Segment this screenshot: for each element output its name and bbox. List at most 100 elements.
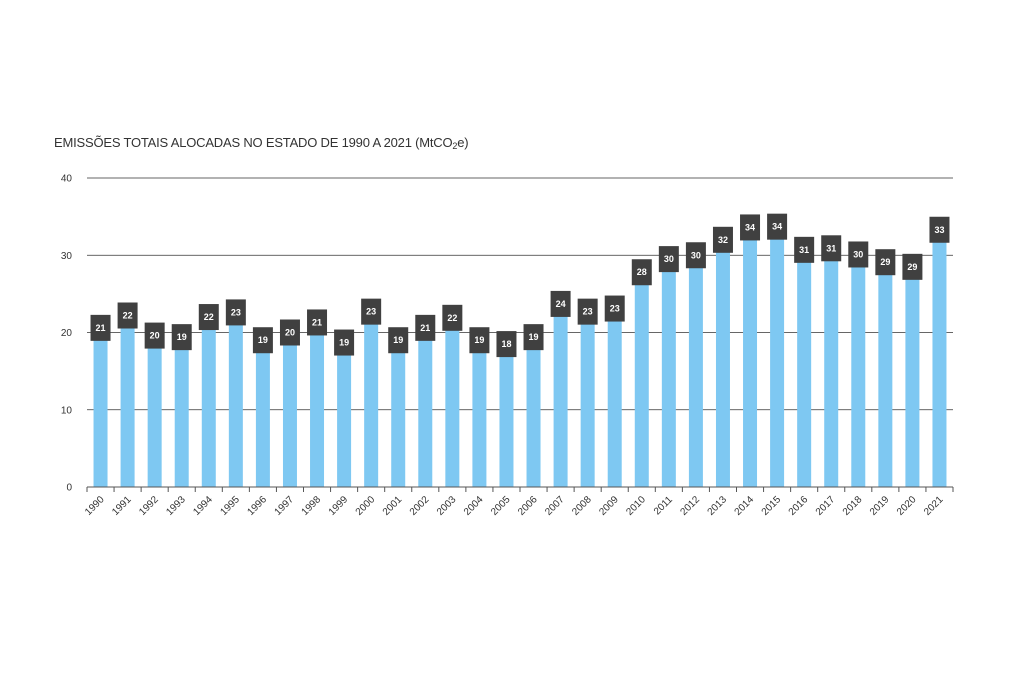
data-label-box: [685, 242, 706, 269]
data-label: 29: [907, 262, 917, 272]
x-tick-label: 2016: [787, 494, 811, 518]
x-tick-label: 2011: [652, 494, 675, 517]
data-label: 34: [772, 222, 782, 232]
data-label-box: [90, 314, 111, 341]
bar-2021: [932, 229, 947, 487]
x-tick-label: 2012: [679, 494, 703, 518]
data-label: 18: [501, 339, 511, 349]
data-label-box: [334, 329, 355, 356]
x-tick-label: 1998: [300, 494, 324, 518]
data-label: 33: [934, 225, 944, 235]
data-label-box: [712, 226, 733, 253]
data-label: 20: [150, 331, 160, 341]
data-label-box: [821, 235, 842, 262]
data-label: 19: [474, 335, 484, 345]
data-label-box: [469, 327, 490, 354]
data-label-box: [252, 327, 273, 354]
data-label-box: [767, 213, 788, 240]
data-label: 23: [610, 304, 620, 314]
data-label: 20: [285, 328, 295, 338]
y-tick-label: 30: [61, 251, 73, 262]
x-tick-label: 2001: [381, 494, 405, 518]
data-label-box: [550, 290, 571, 317]
bar-2014: [743, 227, 758, 487]
bar-2018: [851, 254, 866, 487]
data-label-box: [307, 309, 328, 336]
data-label: 19: [529, 332, 539, 342]
data-label: 19: [177, 332, 187, 342]
bar-2010: [634, 272, 649, 487]
data-label-box: [631, 259, 652, 286]
data-label-box: [198, 304, 219, 331]
data-label: 19: [339, 338, 349, 348]
data-label: 30: [853, 249, 863, 259]
x-tick-label: 2017: [814, 494, 838, 518]
data-label: 29: [880, 257, 890, 267]
data-label-box: [144, 322, 165, 349]
x-tick-label: 1999: [327, 494, 351, 518]
bar-2006: [526, 337, 541, 487]
data-label: 31: [826, 243, 836, 253]
bar-1994: [201, 317, 216, 487]
x-tick-label: 2019: [868, 494, 892, 518]
bar-2013: [715, 239, 730, 487]
data-label-box: [442, 304, 463, 331]
data-label-box: [415, 314, 436, 341]
x-tick-label: 2004: [462, 494, 486, 518]
y-tick-label: 20: [61, 328, 73, 339]
x-tick-label: 1994: [191, 494, 215, 518]
data-label-box: [496, 331, 517, 358]
data-label-box: [658, 246, 679, 273]
x-tick-label: 2005: [489, 494, 513, 518]
bar-2001: [391, 340, 406, 487]
data-label-box: [902, 253, 923, 280]
bar-1996: [255, 340, 270, 487]
bar-1995: [228, 312, 243, 487]
data-label: 34: [745, 222, 755, 232]
x-tick-label: 2020: [895, 494, 919, 518]
x-tick-label: 1993: [164, 494, 188, 518]
chart-title: EMISSÕES TOTAIS ALOCADAS NO ESTADO DE 19…: [54, 135, 469, 151]
data-label-box: [875, 249, 896, 276]
bar-2007: [553, 303, 568, 487]
bar-1999: [337, 342, 352, 487]
x-tick-label: 2013: [706, 494, 730, 518]
bars: [93, 226, 947, 488]
x-tick-label: 1995: [218, 494, 242, 518]
data-label-box: [740, 214, 761, 241]
data-label-box: [361, 298, 382, 325]
data-label: 23: [583, 307, 593, 317]
data-label-box: [848, 241, 869, 268]
x-tick-label: 2000: [354, 494, 378, 518]
bar-2000: [364, 311, 379, 487]
bar-1990: [93, 327, 108, 487]
bar-2012: [688, 255, 703, 487]
x-tick-label: 1996: [246, 494, 270, 518]
x-tick-label: 2003: [435, 494, 459, 518]
data-label-box: [604, 295, 625, 322]
x-tick-label: 2002: [408, 494, 432, 518]
data-label: 28: [637, 267, 647, 277]
bar-1997: [282, 332, 297, 487]
y-tick-label: 40: [61, 174, 73, 185]
data-label: 31: [799, 245, 809, 255]
grid-lines: [87, 177, 953, 411]
data-label-box: [117, 302, 138, 329]
bar-2011: [661, 259, 676, 487]
x-tick-label: 2010: [624, 494, 648, 518]
chart-title-subscript: 2: [452, 141, 458, 151]
data-label: 23: [231, 307, 241, 317]
data-label: 21: [420, 323, 430, 333]
data-labels: 21 22 20 19 22 23 19 20 21 19 23 19 21 22 19 18 19 24 23 23…: [90, 213, 950, 358]
y-axis-ticks: 0 10 20 30 40: [61, 174, 73, 494]
data-label: 22: [204, 312, 214, 322]
data-label: 21: [312, 317, 322, 327]
data-label: 23: [366, 307, 376, 317]
bar-2020: [905, 266, 920, 487]
x-tick-label: 2008: [570, 494, 594, 518]
data-label: 24: [556, 299, 566, 309]
x-tick-label: 2009: [597, 494, 621, 518]
bar-2016: [797, 249, 812, 487]
data-label: 30: [664, 254, 674, 264]
